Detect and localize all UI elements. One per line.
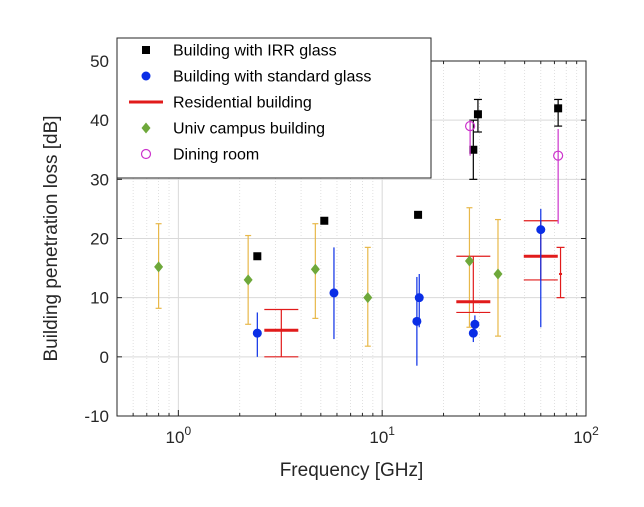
x-tick-label: 102 — [573, 424, 599, 447]
x-tick-label: 101 — [369, 424, 395, 447]
dining-room-point — [553, 150, 564, 161]
legend-campus-label: Univ campus building — [173, 121, 325, 138]
standard-glass-point — [414, 293, 424, 303]
y-tick-label: 0 — [100, 348, 109, 367]
campus-point — [363, 292, 373, 304]
standard-glass-point — [252, 328, 262, 338]
irr-glass-point — [414, 210, 423, 219]
campus-point — [243, 274, 253, 286]
irr-glass-point — [473, 110, 482, 119]
y-tick-label: 30 — [90, 170, 109, 189]
y-tick-label: 10 — [90, 289, 109, 308]
legend-dining-room-marker — [140, 148, 152, 160]
dining-room-point — [464, 120, 476, 132]
legend-irr-glass-marker — [142, 46, 150, 54]
campus-point — [464, 255, 474, 267]
campus-point — [154, 261, 164, 273]
y-axis-label: Building penetration loss [dB] — [41, 115, 62, 361]
grid — [117, 61, 586, 416]
legend-irr-glass-label: Building with IRR glass — [173, 43, 337, 60]
legend-dining-room-label: Dining room — [173, 147, 259, 164]
y-tick-label: 40 — [90, 111, 109, 130]
legend-residential-label: Residential building — [173, 95, 312, 112]
irr-glass-point — [469, 145, 478, 154]
standard-glass-point — [329, 288, 339, 298]
legend-standard-glass-label: Building with standard glass — [173, 69, 371, 86]
campus-point — [493, 268, 503, 280]
y-tick-label: 50 — [90, 52, 109, 71]
data-layer — [154, 98, 565, 366]
standard-glass-point — [536, 225, 546, 235]
standard-glass-point — [412, 316, 422, 326]
legend-campus-marker — [141, 122, 151, 134]
legend-standard-glass-marker — [141, 71, 151, 81]
standard-glass-point — [470, 319, 480, 329]
campus-point — [310, 263, 320, 275]
irr-glass-point — [253, 252, 262, 261]
irr-glass-point — [554, 104, 563, 113]
x-axis-label: Frequency [GHz] — [280, 460, 424, 481]
irr-glass-point — [320, 216, 329, 225]
y-tick-label: 20 — [90, 230, 109, 249]
legend-box — [116, 37, 432, 179]
x-tick-label: 100 — [166, 424, 192, 447]
standard-glass-point — [468, 328, 478, 338]
y-tick-label: -10 — [84, 407, 109, 426]
legend: Building with IRR glass Building with sta… — [116, 37, 432, 179]
